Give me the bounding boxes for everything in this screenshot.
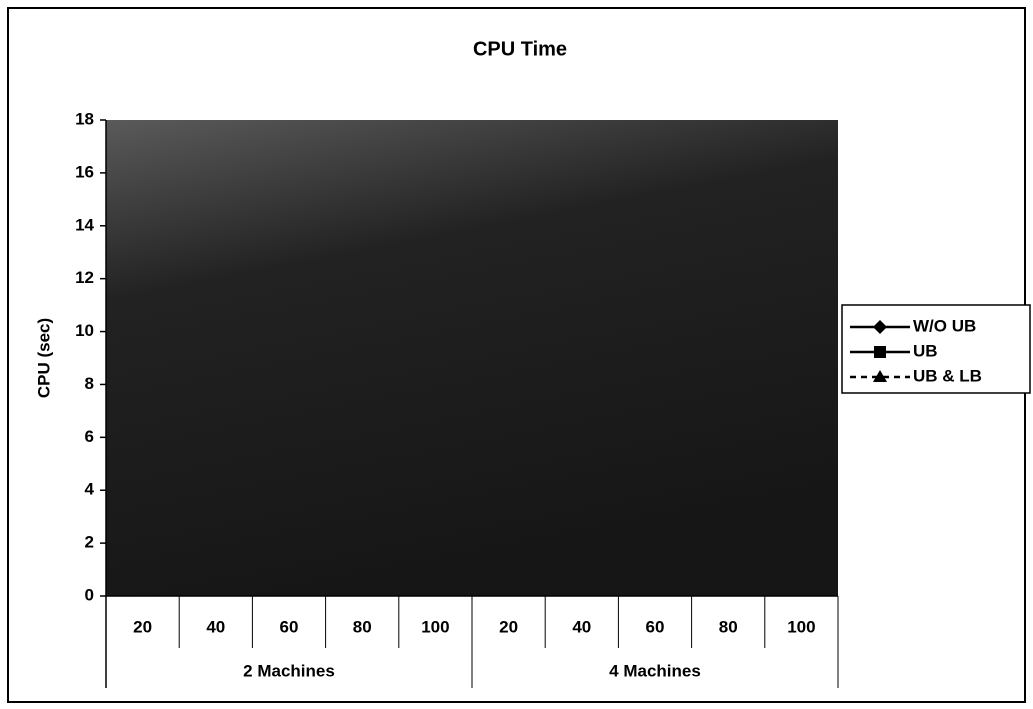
legend-label: UB xyxy=(913,341,938,360)
x-tick-label: 80 xyxy=(719,617,738,636)
y-tick-label: 14 xyxy=(75,215,94,234)
x-tick-label: 40 xyxy=(206,617,225,636)
plot-area xyxy=(106,120,838,596)
x-tick-label: 40 xyxy=(572,617,591,636)
y-tick-label: 6 xyxy=(85,427,94,446)
y-tick-label: 4 xyxy=(85,480,95,499)
y-tick-label: 16 xyxy=(75,162,94,181)
legend-marker xyxy=(873,370,887,382)
legend-label: W/O UB xyxy=(913,316,976,335)
x-tick-label: 80 xyxy=(353,617,372,636)
y-tick-label: 18 xyxy=(75,109,94,128)
x-tick-label: 100 xyxy=(421,617,449,636)
chart-title: CPU Time xyxy=(473,38,567,60)
group-label: 2 Machines xyxy=(243,661,335,680)
y-tick-label: 8 xyxy=(85,374,94,393)
y-tick-label: 2 xyxy=(85,533,94,552)
legend-marker xyxy=(873,320,887,334)
y-tick-label: 0 xyxy=(85,585,94,604)
legend-label: UB & LB xyxy=(913,366,982,385)
x-tick-label: 20 xyxy=(499,617,518,636)
x-tick-label: 100 xyxy=(787,617,815,636)
x-tick-label: 60 xyxy=(280,617,299,636)
x-tick-label: 60 xyxy=(646,617,665,636)
group-label: 4 Machines xyxy=(609,661,701,680)
x-tick-label: 20 xyxy=(133,617,152,636)
legend xyxy=(841,304,1031,394)
y-tick-label: 10 xyxy=(75,321,94,340)
y-tick-label: 12 xyxy=(75,268,94,287)
legend-marker xyxy=(874,346,886,358)
y-axis-label: CPU (sec) xyxy=(34,318,53,398)
